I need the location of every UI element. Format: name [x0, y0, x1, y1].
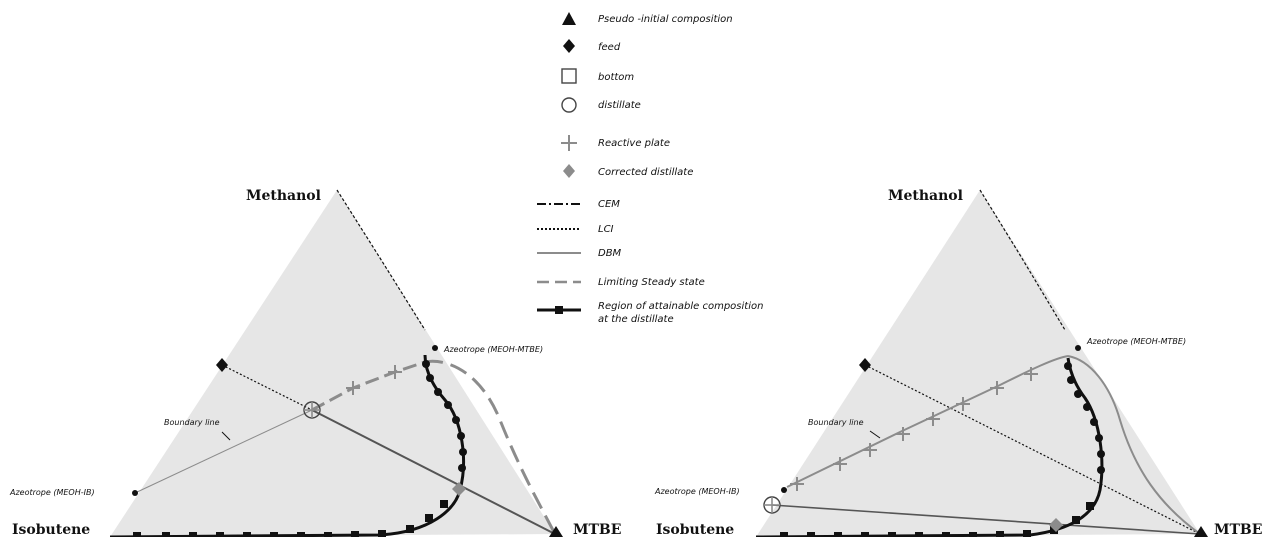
legend: Pseudo -initial composition feed bottom … [537, 12, 763, 325]
legend-label-pseudo-initial: Pseudo -initial composition [598, 14, 733, 25]
vertex-label-mtbe-right: MTBE [1214, 522, 1262, 537]
legend-label-corrected-distillate: Corrected distillate [598, 167, 693, 178]
boundary-pointer-right [869, 430, 881, 439]
azeotrope-dot-left-left [132, 490, 138, 496]
cem-line-left [336, 189, 426, 331]
attainable-markers-right [780, 362, 1105, 537]
ternary-diagram-left: Methanol Isobutene MTBE Azeotrope (MEOH-… [9, 188, 621, 537]
legend-symbol-triangle [562, 12, 576, 25]
reactive-plate-line-left [311, 360, 426, 412]
reactive-plates-left [346, 365, 402, 395]
legend-label-cem: CEM [598, 199, 620, 210]
legend-label-reactive-plate: Reactive plate [598, 138, 670, 149]
legend-label-feed: feed [598, 42, 621, 53]
feed-marker-left [216, 358, 228, 372]
legend-symbol-reactive-plate [561, 135, 577, 151]
legend-label-bottom: bottom [598, 72, 634, 83]
reactive-plate-line-right [786, 355, 1069, 488]
distillate-marker-right [763, 496, 781, 514]
boundary-pointer-left [221, 431, 231, 441]
boundary-label-right: Boundary line [808, 418, 864, 427]
ternary-diagram-right: Methanol Isobutene MTBE Azeotrope (MEOH-… [654, 188, 1262, 537]
lci-line-right [864, 364, 1201, 535]
azeotrope-label-left-left: Azeotrope (MEOH-IB) [9, 488, 95, 497]
dbm-line-left [311, 409, 556, 535]
vertex-label-mtbe-left: MTBE [573, 522, 621, 537]
legend-symbol-feed [563, 39, 575, 53]
attainable-markers-left [133, 360, 467, 537]
corrected-distillate-right [1049, 518, 1063, 532]
legend-symbol-distillate [561, 97, 577, 113]
vertex-label-methanol-left: Methanol [246, 188, 321, 204]
vertex-label-isobutene-right: Isobutene [656, 522, 734, 537]
boundary-label-left: Boundary line [164, 418, 220, 427]
legend-label-limiting-steady-state: Limiting Steady state [598, 277, 705, 288]
legend-label-region-line2: at the distillate [598, 314, 674, 325]
limiting-steady-state-left [424, 359, 557, 535]
vertex-label-isobutene-left: Isobutene [12, 522, 90, 537]
legend-symbol-bottom [561, 68, 577, 84]
attainable-region-left [110, 190, 555, 537]
dbm-line-right [771, 504, 1201, 535]
cem-line-right [979, 189, 1066, 331]
legend-label-region-line1: Region of attainable composition [598, 301, 763, 312]
distillate-marker-left [303, 401, 321, 419]
legend-label-distillate: distillate [598, 100, 641, 111]
legend-label-lci: LCI [598, 224, 614, 235]
feed-marker-right [859, 358, 871, 372]
corrected-distillate-left [452, 482, 466, 496]
reactive-plates-right [790, 367, 1038, 491]
azeotrope-dot-top-left [432, 345, 438, 351]
attainable-region-right [756, 190, 1200, 537]
attainable-curve-left [109, 354, 466, 537]
legend-label-dbm: DBM [598, 248, 622, 259]
azeotrope-label-top-right: Azeotrope (MEOH-MTBE) [1086, 337, 1186, 346]
pseudo-initial-marker-right [1194, 526, 1208, 537]
azeotrope-label-left-right: Azeotrope (MEOH-IB) [654, 487, 740, 496]
azeotrope-label-top-left: Azeotrope (MEOH-MTBE) [443, 345, 543, 354]
azeotrope-dot-top-right [1075, 345, 1081, 351]
legend-symbol-region-attainable [537, 306, 581, 314]
legend-symbol-corrected-distillate [563, 164, 575, 178]
vertex-label-methanol-right: Methanol [888, 188, 963, 204]
pseudo-initial-marker-left [549, 526, 563, 537]
lci-line-left [221, 364, 313, 411]
limiting-steady-state-right [1067, 355, 1201, 535]
boundary-line-left [134, 409, 313, 494]
azeotrope-dot-left-right [781, 487, 787, 493]
